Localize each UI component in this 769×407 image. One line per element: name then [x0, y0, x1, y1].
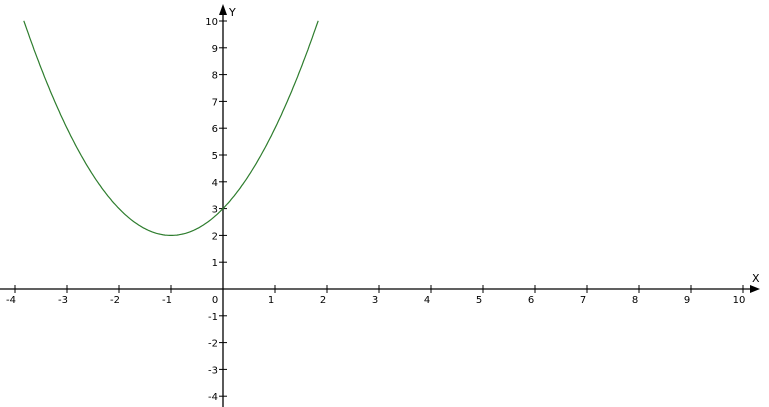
- x-tick-label: 4: [424, 295, 430, 306]
- y-tick-label: 5: [212, 151, 218, 162]
- y-tick-label: 3: [212, 205, 218, 216]
- x-tick-label: -2: [110, 295, 120, 306]
- y-tick-label: 1: [212, 258, 218, 269]
- x-axis-label: X: [752, 272, 760, 285]
- y-tick-label: 6: [212, 124, 218, 135]
- x-tick-label: -1: [162, 295, 172, 306]
- x-tick-label: 6: [528, 295, 534, 306]
- y-tick-label: 2: [212, 231, 218, 242]
- x-tick-label: 8: [632, 295, 638, 306]
- parabola-curve: [23, 20, 319, 236]
- x-tick-label: 2: [320, 295, 326, 306]
- y-tick-label: -1: [208, 312, 218, 323]
- x-tick-label: 0: [212, 295, 218, 306]
- x-tick-label: 5: [476, 295, 482, 306]
- y-tick-label: -2: [208, 339, 218, 350]
- x-tick-label: 7: [580, 295, 586, 306]
- y-tick-label: 7: [212, 97, 218, 108]
- x-tick-label: 9: [684, 295, 690, 306]
- x-tick-label: 1: [268, 295, 274, 306]
- y-tick-label: -4: [208, 392, 218, 403]
- x-tick-label: -3: [58, 295, 68, 306]
- y-tick-label: 8: [212, 71, 218, 82]
- y-axis-label: Y: [228, 6, 236, 19]
- y-tick-label: 9: [212, 44, 218, 55]
- y-axis-arrow: [219, 4, 227, 15]
- x-tick-label: 10: [733, 295, 746, 306]
- x-tick-label: 3: [372, 295, 378, 306]
- y-tick-label: 4: [212, 178, 218, 189]
- x-axis-arrow: [750, 285, 760, 293]
- y-tick-label: -3: [208, 365, 218, 376]
- x-tick-label: -4: [6, 295, 16, 306]
- y-tick-label: 10: [205, 17, 218, 28]
